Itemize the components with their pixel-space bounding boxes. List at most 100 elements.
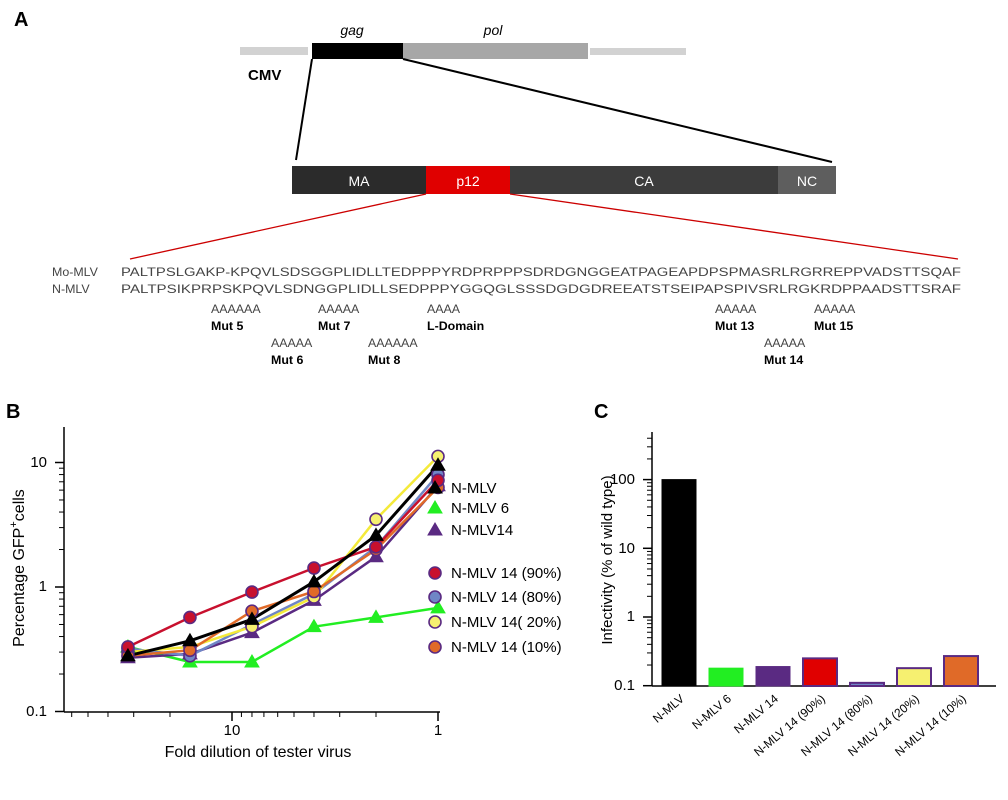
b-data-point [245, 585, 259, 599]
pol-bar [403, 43, 588, 59]
b-ytick-label-10: 10 [30, 454, 47, 471]
mut15-label: Mut 15 [814, 319, 853, 333]
b-ytick-label-1: 1 [39, 578, 47, 595]
seq-n-mlv: PALTPSIKPRPSKPQVLSDNGGPLIDLLSEDPPPYGGQGL… [121, 282, 962, 296]
p12-domain [426, 166, 510, 194]
panel-c: C 100 10 1 0.1 Infectivity (% of wild ty… [594, 401, 996, 759]
b-legend-label: N-MLV 14( 20%) [451, 614, 562, 631]
c-bar [708, 667, 744, 687]
mut6-label: Mut 6 [271, 353, 303, 367]
b-series-line [127, 486, 439, 658]
c-y-axis-label: Infectivity (% of wild type) [599, 475, 616, 644]
b-y-axis-label: Percentage GFP+cells [8, 489, 28, 647]
ca-label: CA [634, 173, 654, 189]
c-bar [849, 681, 885, 688]
tail-bar [590, 48, 686, 55]
b-series-line [127, 484, 439, 660]
seq-name-n-mlv: N-MLV [52, 282, 90, 296]
b-data-point [430, 457, 446, 471]
ma-label: MA [349, 173, 371, 189]
b-data-point [244, 653, 260, 668]
b-series-line [127, 455, 439, 654]
panel-c-letter: C [594, 401, 608, 423]
b-legend-label: N-MLV [451, 480, 497, 497]
b-legend-marker [428, 590, 442, 604]
nc-domain [778, 166, 836, 194]
c-bars [661, 479, 979, 688]
gag-bar [312, 43, 404, 59]
b-data-point [244, 611, 260, 625]
b-legend-marker [427, 480, 443, 494]
b-legend-label: N-MLV 14 (10%) [451, 639, 562, 656]
b-data-point [306, 618, 322, 633]
mut7-label: Mut 7 [318, 319, 350, 333]
seq-mo-mlv: PALTPSLGAKP-KPQVLSDSGGPLIDLLTEDPPPYRDPRP… [121, 265, 961, 279]
b-legend-label: N-MLV 14 (90%) [451, 565, 562, 582]
b-legend-marker [428, 566, 442, 580]
mut13-aa: AAAAA [715, 302, 757, 316]
b-x-axis-label: Fold dilution of tester virus [165, 744, 352, 761]
b-series-markers [120, 449, 446, 668]
c-bar [755, 666, 791, 687]
b-data-point [368, 609, 384, 623]
b-data-point [430, 599, 446, 614]
panel-b-letter: B [6, 401, 20, 423]
l-domain-aa: AAAA [427, 302, 461, 316]
b-xtick-label-10: 10 [224, 722, 241, 739]
mut14-aa: AAAAA [764, 336, 806, 350]
b-legend-label: N-MLV 6 [451, 500, 509, 517]
c-category-label: N-MLV 6 [689, 691, 734, 732]
c-bar [661, 479, 697, 687]
seq-name-mo-mlv: Mo-MLV [52, 265, 99, 279]
b-legend-label: N-MLV14 [451, 522, 513, 539]
nc-label: NC [797, 173, 817, 189]
pol-label: pol [483, 22, 504, 38]
c-ytick-label-10: 10 [618, 540, 635, 557]
mut14-label: Mut 14 [764, 353, 803, 367]
b-legend-marker [428, 615, 442, 629]
cmv-label: CMV [248, 67, 281, 84]
b-legend: N-MLV N-MLV 6 N-MLV14 N-MLV 14 (90%) N-MLV 1… [427, 480, 562, 656]
mut8-label: Mut 8 [368, 353, 400, 367]
b-series-line [127, 464, 440, 658]
b-data-point [182, 632, 198, 647]
ma-domain [292, 166, 426, 194]
ca-domain [510, 166, 778, 194]
c-bar [943, 655, 979, 687]
zoom-line-left [295, 58, 313, 161]
b-legend-marker [428, 640, 442, 654]
panel-a-letter: A [14, 9, 28, 31]
panel-a: A CMV gag pol MA p12 CA NC Mo-MLV PALTPS… [14, 9, 962, 367]
c-ytick-label-1: 1 [627, 608, 635, 625]
b-data-point [306, 573, 322, 588]
mut7-aa: AAAAA [318, 302, 360, 316]
b-xtick-label-1: 1 [434, 722, 442, 739]
c-ytick-label-0-1: 0.1 [614, 677, 635, 694]
mut13-label: Mut 13 [715, 319, 754, 333]
mut5-label: Mut 5 [211, 319, 243, 333]
b-series-lines [127, 455, 440, 664]
b-legend-marker [427, 522, 443, 536]
c-category-labels: N-MLV N-MLV 6N-MLV 14N-MLV 14 (90%)N-MLV … [650, 691, 969, 759]
c-bar [802, 657, 838, 687]
c-category-label: N-MLV [650, 692, 687, 726]
b-series-line [127, 606, 439, 664]
b-data-point [120, 647, 136, 662]
b-data-point [183, 610, 197, 625]
b-y-ticks [55, 461, 64, 713]
b-ytick-label-0-1: 0.1 [26, 703, 47, 720]
b-data-point [307, 561, 321, 575]
panel-b: B 10 1 0.1 10 1 Fold dilution of tester … [6, 401, 562, 761]
c-bar [896, 667, 932, 688]
b-legend-label: N-MLV 14 (80%) [451, 589, 562, 606]
b-series-line [127, 479, 439, 649]
b-legend-marker [427, 500, 443, 514]
zoom-line-right [402, 58, 833, 163]
b-data-point [368, 527, 384, 541]
mut15-aa: AAAAA [814, 302, 856, 316]
mut6-aa: AAAAA [271, 336, 313, 350]
p12-zoom-left [129, 193, 427, 260]
b-data-point [369, 512, 383, 527]
mut5-aa: AAAAAA [211, 302, 261, 316]
